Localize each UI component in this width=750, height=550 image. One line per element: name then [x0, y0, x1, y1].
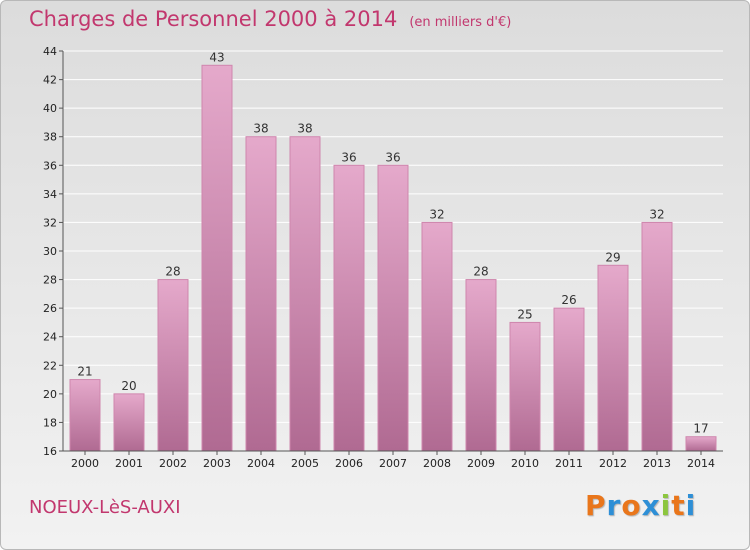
logo-letter: x — [641, 489, 661, 522]
data-label: 28 — [165, 265, 180, 279]
bar-2005 — [289, 136, 321, 452]
y-tick-label: 34 — [43, 188, 57, 201]
bar-2003 — [201, 64, 233, 452]
bar-2004 — [245, 136, 277, 452]
bar-2009 — [465, 279, 497, 452]
bar-layer — [69, 64, 717, 452]
x-tick-label: 2001 — [115, 457, 143, 470]
y-tick-label: 30 — [43, 245, 57, 258]
y-tick-label: 42 — [43, 74, 57, 87]
x-tick-label: 2011 — [555, 457, 583, 470]
chart-title: Charges de Personnel 2000 à 2014 (en mill… — [29, 7, 511, 31]
bar-2013 — [641, 221, 673, 452]
x-tick-label: 2005 — [291, 457, 319, 470]
title-text: Charges de Personnel 2000 à 2014 — [29, 7, 398, 31]
y-tick-label: 40 — [43, 102, 57, 115]
bar-2008 — [421, 221, 453, 452]
y-tick-label: 36 — [43, 159, 57, 172]
label-layer: 21 2000 20 2001 28 2002 43 2003 38 2004 38 2005 36 20… — [63, 50, 723, 470]
bar-2012 — [597, 264, 629, 452]
logo-letter: i — [660, 489, 672, 522]
data-label: 36 — [341, 150, 356, 164]
y-tick-label: 22 — [43, 359, 57, 372]
proxiti-logo: Proxiti — [585, 489, 696, 522]
data-label: 25 — [517, 307, 532, 321]
x-tick-label: 2003 — [203, 457, 231, 470]
x-tick-label: 2014 — [687, 457, 715, 470]
bar-2001 — [113, 393, 145, 452]
y-tick-label: 20 — [43, 388, 57, 401]
logo-letter: P — [585, 489, 607, 522]
data-label: 32 — [649, 207, 664, 221]
bar-2006 — [333, 164, 365, 452]
y-tick-label: 16 — [43, 445, 57, 458]
x-tick-label: 2009 — [467, 457, 495, 470]
data-label: 38 — [297, 122, 312, 136]
x-tick-label: 2004 — [247, 457, 275, 470]
y-tick-label: 32 — [43, 216, 57, 229]
y-tick-label: 38 — [43, 131, 57, 144]
commune-name: NOEUX-LèS-AUXI — [29, 497, 181, 518]
data-label: 32 — [429, 207, 444, 221]
bar-2011 — [553, 307, 585, 452]
x-tick-label: 2000 — [71, 457, 99, 470]
data-label: 43 — [209, 50, 224, 64]
bar-2010 — [509, 321, 541, 452]
unit-note: (en milliers d'€) — [409, 15, 512, 30]
x-tick-label: 2006 — [335, 457, 363, 470]
bar-2007 — [377, 164, 409, 452]
y-tick-label: 28 — [43, 274, 57, 287]
x-tick-label: 2010 — [511, 457, 539, 470]
x-tick-label: 2012 — [599, 457, 627, 470]
logo-letter: t — [671, 489, 686, 522]
x-tick-label: 2013 — [643, 457, 671, 470]
data-label: 17 — [693, 422, 708, 436]
x-tick-label: 2007 — [379, 457, 407, 470]
data-label: 26 — [561, 293, 576, 307]
y-tick-label: 24 — [43, 331, 57, 344]
bar-2002 — [157, 279, 189, 452]
y-tick-label: 18 — [43, 416, 57, 429]
bar-2000 — [69, 379, 101, 452]
y-tick-label: 44 — [43, 45, 57, 58]
data-label: 38 — [253, 122, 268, 136]
data-label: 29 — [605, 250, 620, 264]
y-tick-label: 26 — [43, 302, 57, 315]
bar-2014 — [685, 436, 717, 452]
x-tick-label: 2002 — [159, 457, 187, 470]
x-tick-label: 2008 — [423, 457, 451, 470]
data-label: 28 — [473, 265, 488, 279]
data-label: 36 — [385, 150, 400, 164]
data-label: 21 — [77, 365, 92, 379]
data-label: 20 — [121, 379, 136, 393]
logo-letter: o — [621, 489, 642, 522]
logo-letter: r — [606, 489, 622, 522]
logo-letter: i — [685, 489, 697, 522]
